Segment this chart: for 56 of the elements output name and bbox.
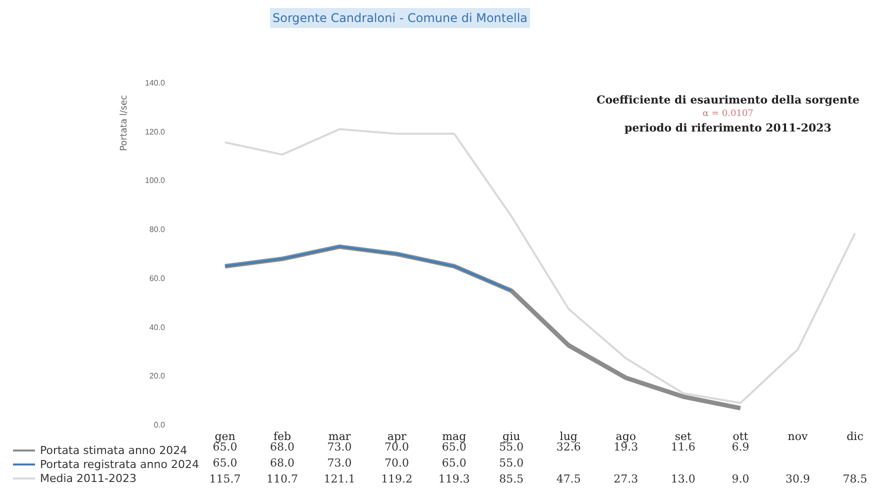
x-tick-label: mar — [328, 430, 352, 443]
data-label: 119.3 — [438, 472, 470, 486]
data-label: 65.0 — [442, 456, 466, 470]
data-label: 70.0 — [384, 456, 410, 470]
data-label: 110.7 — [266, 472, 298, 486]
y-tick-label: 20.0 — [149, 372, 166, 381]
data-label: 121.1 — [324, 472, 356, 486]
data-label: 65.0 — [212, 440, 238, 454]
data-label: 19.3 — [614, 440, 638, 454]
x-tick-label: set — [674, 430, 692, 443]
data-label: 65.0 — [212, 456, 238, 470]
y-tick-label: 120.0 — [144, 127, 166, 136]
y-tick-label: 0.0 — [154, 420, 166, 430]
x-tick-label: nov — [788, 430, 808, 443]
y-tick-label: 80.0 — [149, 225, 166, 234]
data-label: 70.0 — [384, 440, 410, 454]
data-label: 55.0 — [499, 456, 524, 470]
y-axis-title: Portata l/sec — [120, 94, 130, 151]
data-label: 32.6 — [556, 440, 581, 454]
data-label: 47.5 — [556, 472, 581, 486]
annotation: periodo di riferimento 2011-2023 — [624, 122, 832, 134]
x-tick-label: ott — [732, 430, 749, 443]
x-tick-label: feb — [273, 430, 292, 443]
data-label: 13.0 — [670, 472, 696, 486]
x-tick-label: apr — [387, 430, 407, 443]
x-tick-label: dic — [846, 430, 864, 443]
legend-label: Portata stimata anno 2024 — [40, 444, 188, 457]
annotation: α = 0.0107 — [702, 109, 754, 119]
x-tick-label: giu — [502, 430, 520, 443]
data-label: 85.5 — [499, 472, 524, 486]
data-label: 9.0 — [732, 472, 750, 486]
data-label: 27.3 — [614, 472, 638, 486]
annotation: Coefficiente di esaurimento della sorgente — [596, 94, 860, 106]
y-tick-label: 100.0 — [144, 176, 166, 186]
data-label: 11.6 — [670, 440, 696, 454]
data-label: 73.0 — [327, 440, 352, 454]
x-tick-label: lug — [560, 430, 578, 443]
x-tick-label: mag — [442, 430, 466, 443]
legend-label: Media 2011-2023 — [40, 472, 136, 485]
data-label: 68.0 — [270, 440, 295, 454]
chart-title: Sorgente Candraloni - Comune di Montella — [270, 8, 530, 28]
data-label: 65.0 — [442, 440, 466, 454]
data-label: 119.2 — [381, 472, 413, 486]
data-label: 115.7 — [209, 472, 241, 486]
y-tick-label: 60.0 — [149, 274, 166, 283]
x-tick-label: gen — [214, 430, 236, 443]
data-label: 30.9 — [785, 472, 810, 486]
data-label: 55.0 — [499, 440, 524, 454]
y-tick-label: 40.0 — [149, 322, 166, 332]
data-label: 6.9 — [732, 440, 750, 454]
data-label: 78.5 — [842, 472, 868, 486]
data-label: 73.0 — [327, 456, 352, 470]
y-tick-label: 140.0 — [144, 78, 166, 88]
legend-label: Portata registrata anno 2024 — [40, 458, 199, 471]
data-label: 68.0 — [270, 456, 295, 470]
x-tick-label: ago — [616, 430, 636, 443]
